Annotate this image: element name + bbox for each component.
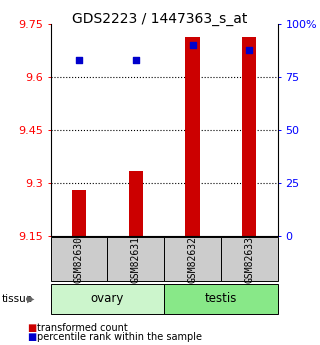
- Text: GSM82632: GSM82632: [188, 236, 197, 283]
- Text: ■: ■: [27, 324, 36, 333]
- Bar: [186, 37, 200, 236]
- Text: testis: testis: [205, 292, 237, 305]
- Text: GSM82631: GSM82631: [131, 236, 141, 283]
- Text: ▶: ▶: [27, 294, 34, 304]
- Bar: [242, 37, 256, 236]
- Text: percentile rank within the sample: percentile rank within the sample: [37, 333, 202, 342]
- Text: transformed count: transformed count: [37, 324, 128, 333]
- Point: [133, 58, 138, 63]
- Point: [247, 47, 252, 52]
- Text: GSM82630: GSM82630: [74, 236, 84, 283]
- Point: [76, 58, 82, 63]
- Text: GDS2223 / 1447363_s_at: GDS2223 / 1447363_s_at: [72, 12, 248, 26]
- Bar: [72, 190, 86, 236]
- Bar: [129, 171, 143, 236]
- Text: tissue: tissue: [2, 294, 33, 304]
- Text: ovary: ovary: [91, 292, 124, 305]
- Text: GSM82633: GSM82633: [244, 236, 254, 283]
- Point: [190, 43, 195, 48]
- Text: ■: ■: [27, 333, 36, 342]
